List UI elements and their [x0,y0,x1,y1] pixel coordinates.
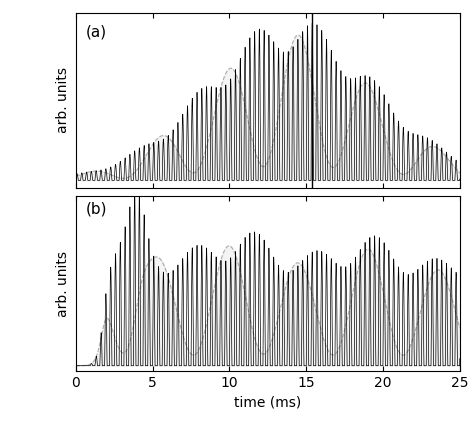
Y-axis label: arb. units: arb. units [56,251,70,317]
Y-axis label: arb. units: arb. units [56,67,70,133]
Text: (b): (b) [85,202,107,216]
X-axis label: time (ms): time (ms) [234,396,301,410]
Text: (a): (a) [85,25,107,40]
